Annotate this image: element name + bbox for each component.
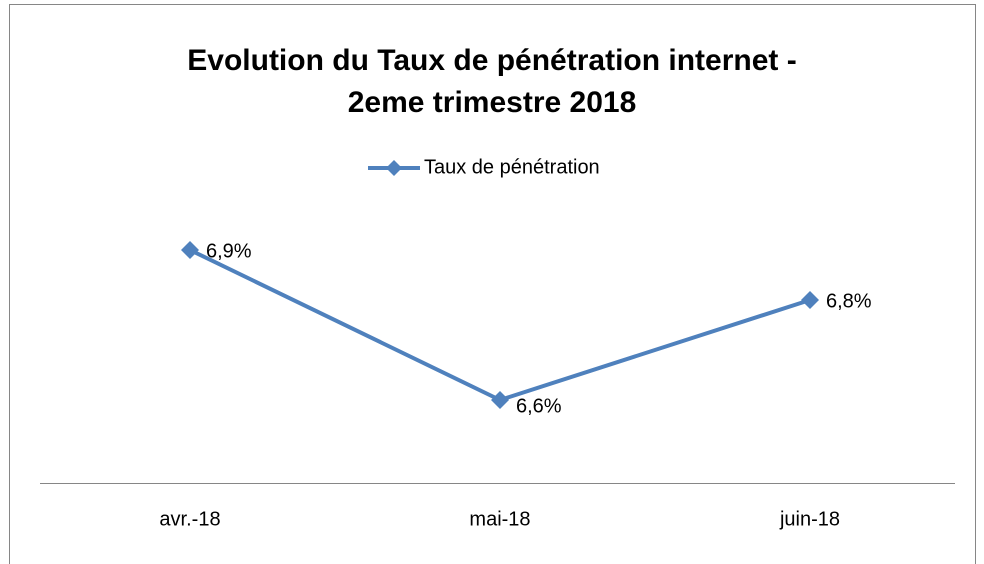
chart-title: Evolution du Taux de pénétration interne…: [187, 44, 796, 77]
chart-border: [9, 4, 976, 564]
legend-label: Taux de pénétration: [424, 156, 600, 178]
point-marker: [801, 291, 819, 309]
data-label: 6,6%: [516, 395, 562, 417]
chart-title: 2eme trimestre 2018: [348, 86, 637, 119]
x-tick-label: mai-18: [469, 508, 530, 530]
point-marker: [491, 391, 509, 409]
data-label: 6,9%: [206, 240, 252, 262]
x-tick-label: avr.-18: [159, 508, 220, 530]
legend-marker: [386, 160, 402, 176]
x-tick-label: juin-18: [779, 508, 840, 530]
point-marker: [181, 241, 199, 259]
data-label: 6,8%: [826, 290, 872, 312]
